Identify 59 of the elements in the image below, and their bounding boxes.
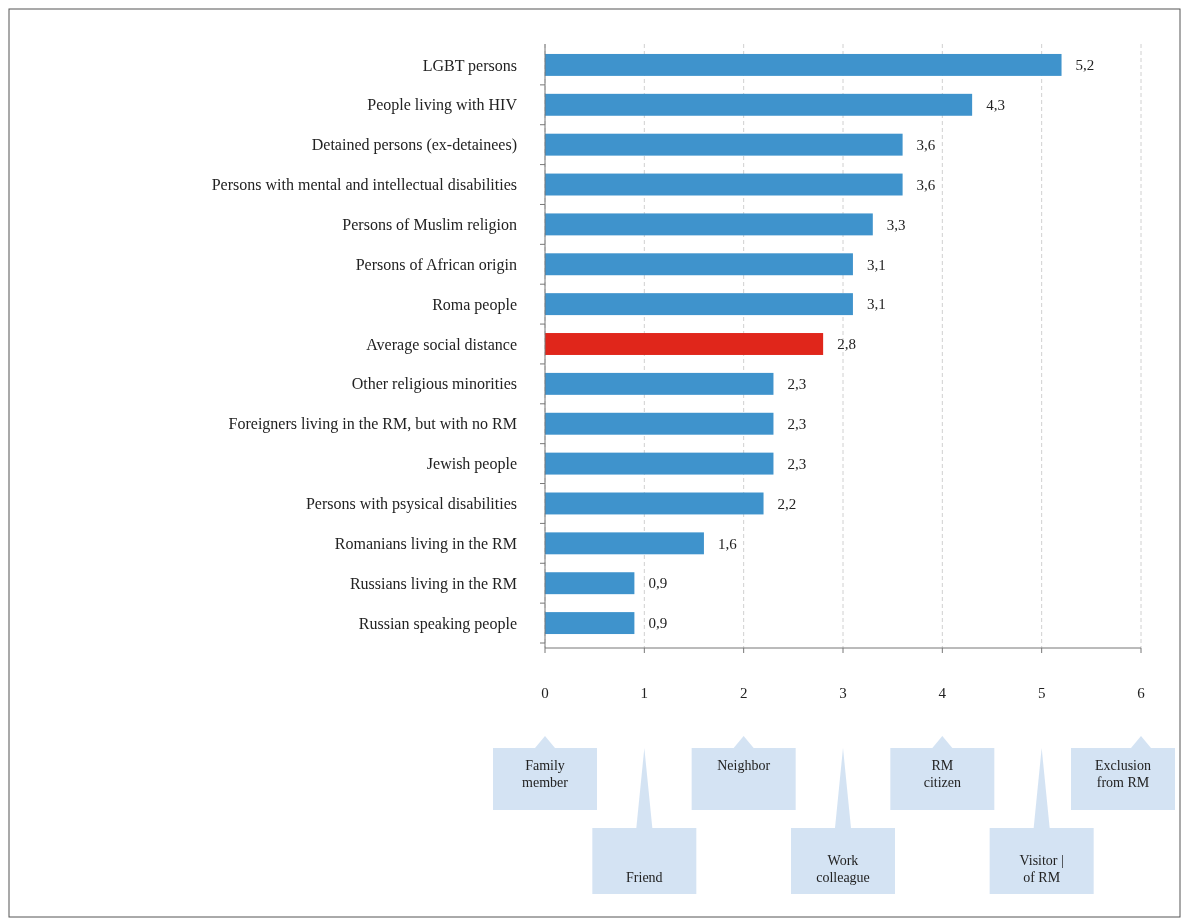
y-tick-label: Russians living in the RM (349, 574, 517, 593)
x-tick-label: 3 (839, 685, 847, 701)
data-label: 2,3 (787, 455, 807, 472)
data-label: 1,6 (717, 535, 738, 552)
y-tick-label: LGBT persons (422, 56, 517, 75)
data-label: 3,6 (916, 136, 936, 153)
y-tick-label: Persons of African origin (355, 255, 517, 274)
bar (545, 492, 764, 515)
text: Friend (626, 870, 663, 885)
y-tick-label: Foreigners living in the RM, but with no RM (228, 415, 517, 434)
bar (545, 173, 903, 196)
data-label: 3,1 (866, 256, 886, 273)
x-tick-label: 1 (640, 685, 649, 701)
bar (545, 452, 774, 475)
y-tick-label: Jewish people (426, 455, 517, 474)
text: Neighbor (717, 758, 771, 773)
data-label: 3,6 (916, 176, 936, 193)
y-tick-label: Detained persons (ex-detainees) (311, 136, 517, 155)
bar (545, 253, 853, 276)
x-tick-label: 5 (1037, 685, 1046, 701)
bar (545, 213, 873, 236)
text: RM citizen (923, 758, 961, 790)
x-tick-label: 2 (739, 685, 748, 701)
data-label: 4,3 (986, 97, 1005, 114)
text: Visitor | of RM (1019, 853, 1064, 885)
x-tick-label: 6 (1137, 685, 1146, 701)
y-tick-label: People living with HIV (367, 96, 518, 115)
text: Exclusion from RM (1095, 758, 1151, 790)
data-label: 3,1 (866, 296, 886, 313)
text: Family member (522, 758, 569, 790)
data-label: 0,9 (648, 575, 668, 592)
bar (545, 372, 774, 395)
y-tick-label: Romanians living in the RM (334, 534, 517, 553)
y-tick-label: Russian speaking people (358, 614, 517, 633)
y-tick-label: Persons with mental and intellectual disabilities (211, 176, 517, 194)
data-label: 2,3 (787, 415, 807, 432)
bar (545, 412, 774, 435)
data-label: 0,9 (648, 615, 668, 632)
y-tick-label: Persons of Muslim religion (342, 216, 517, 234)
text: Work colleague (816, 853, 870, 885)
bar (545, 612, 635, 635)
y-tick-label: Average social distance (366, 335, 517, 354)
bar (545, 333, 824, 355)
bar (545, 572, 635, 595)
data-label: 2,3 (787, 376, 807, 393)
y-tick-label: Other religious minorities (351, 375, 517, 394)
bar (545, 133, 903, 156)
bar (545, 293, 853, 316)
data-label: 5,2 (1075, 57, 1095, 74)
bar (545, 93, 973, 116)
x-tick-label: 0 (541, 685, 549, 701)
y-tick-label: Roma people (432, 295, 517, 314)
bar (545, 53, 1062, 76)
x-tick-label: 4 (938, 685, 947, 701)
data-label: 2,8 (837, 336, 856, 353)
data-label: 3,3 (886, 216, 906, 233)
y-tick-label: Persons with psysical disabilities (305, 495, 517, 514)
data-label: 2,2 (777, 495, 797, 512)
bar (545, 532, 704, 555)
